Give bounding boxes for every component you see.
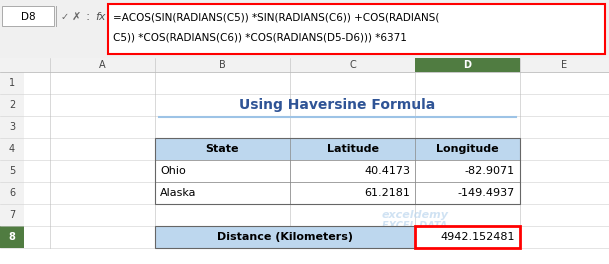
Text: C5)) *COS(RADIANS(C6)) *COS(RADIANS(D5-D6))) *6371: C5)) *COS(RADIANS(C6)) *COS(RADIANS(D5-D… [113,33,407,43]
Text: Distance (Kilometers): Distance (Kilometers) [217,232,353,242]
Text: EXCEL DATA: EXCEL DATA [382,221,448,231]
Text: E: E [561,60,568,70]
Text: Latitude: Latitude [326,144,379,154]
Text: 40.4173: 40.4173 [364,166,410,176]
Text: A: A [99,60,106,70]
Bar [108,4,605,54]
Text: 61.2181: 61.2181 [364,188,410,198]
Bar [0,94,24,116]
Text: 2: 2 [9,100,15,110]
Text: -149.4937: -149.4937 [458,188,515,198]
Text: 4: 4 [9,144,15,154]
Text: State: State [206,144,239,154]
Bar [415,58,520,72]
Text: fx: fx [95,12,105,22]
Text: =ACOS(SIN(RADIANS(C5)) *SIN(RADIANS(C6)) +COS(RADIANS(: =ACOS(SIN(RADIANS(C5)) *SIN(RADIANS(C6))… [113,13,439,23]
Bar [415,226,520,248]
Bar [155,138,520,160]
Text: C: C [349,60,356,70]
Bar [155,226,415,248]
Text: 3: 3 [9,122,15,132]
Text: Using Haversine Formula: Using Haversine Formula [239,98,435,112]
Text: 6: 6 [9,188,15,198]
Bar [0,72,24,94]
Bar [0,116,24,138]
Bar [0,58,609,264]
Bar [0,58,609,72]
Text: 7: 7 [9,210,15,220]
Text: -82.9071: -82.9071 [465,166,515,176]
Text: :: : [86,11,90,23]
Text: Longitude: Longitude [436,144,499,154]
Bar [0,0,609,58]
Bar [155,138,520,204]
Text: ✗: ✗ [71,12,80,22]
Bar [0,226,24,248]
Text: 8: 8 [9,232,15,242]
Text: Ohio: Ohio [160,166,186,176]
Bar [0,204,24,226]
Text: D8: D8 [21,12,35,22]
Bar [0,138,24,160]
Text: exceldemy: exceldemy [381,210,448,220]
Text: B: B [219,60,226,70]
Bar [0,160,24,182]
Text: Alaska: Alaska [160,188,197,198]
Text: ✓: ✓ [61,12,69,22]
Text: 1: 1 [9,78,15,88]
Bar [2,6,54,26]
Text: 4942.152481: 4942.152481 [440,232,515,242]
Text: D: D [463,60,471,70]
Text: 5: 5 [9,166,15,176]
Bar [0,182,24,204]
